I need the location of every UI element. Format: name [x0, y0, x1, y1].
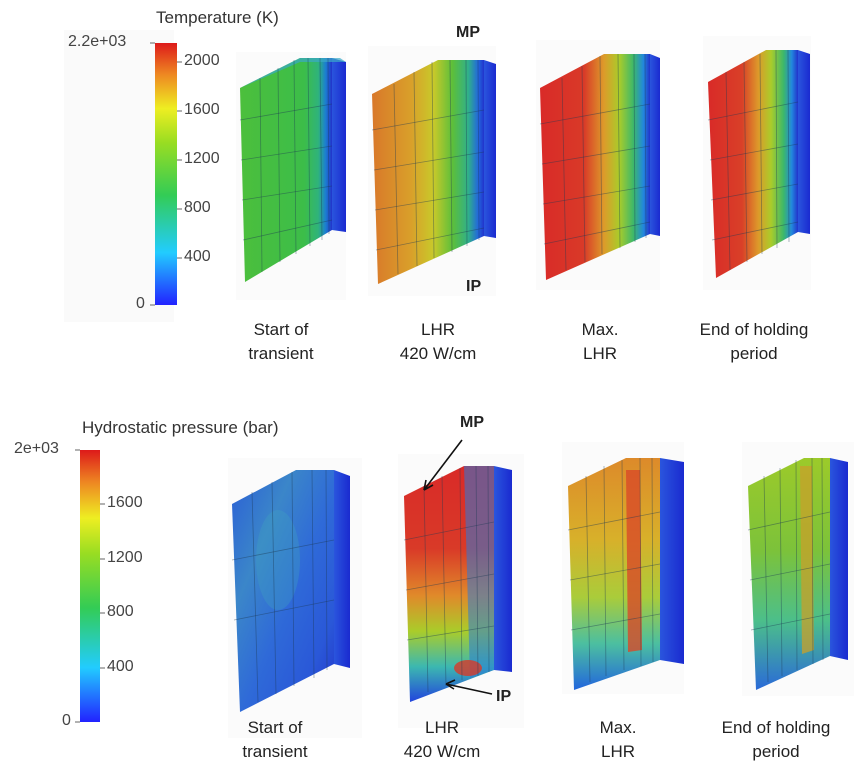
- ip-label-bottom: IP: [496, 688, 512, 705]
- caption-line: 420 W/cm: [403, 742, 481, 761]
- temperature-caption-start: Start of transient: [226, 318, 336, 366]
- caption-line: Start of: [247, 718, 303, 737]
- caption-line: 420 W/cm: [399, 344, 477, 363]
- temperature-pellet-max: [536, 40, 660, 290]
- caption-line: transient: [242, 742, 308, 761]
- temperature-caption-end: End of holding period: [684, 318, 824, 366]
- caption-line: LHR: [424, 718, 459, 737]
- caption-line: period: [752, 742, 800, 761]
- pressure-caption-end: End of holding period: [706, 716, 846, 764]
- pressure-caption-lhr: LHR 420 W/cm: [382, 716, 502, 764]
- caption-line: LHR: [420, 320, 455, 339]
- temperature-max-label: 2.2e+03: [68, 33, 127, 50]
- pressure-pellet-max: [562, 442, 684, 694]
- pressure-pellet-lhr: [398, 454, 524, 728]
- temperature-pellet-lhr: [368, 46, 496, 296]
- pressure-caption-start: Start of transient: [220, 716, 330, 764]
- pressure-zero-label: 0: [62, 712, 71, 729]
- temperature-tick: 1600: [184, 101, 220, 118]
- temperature-caption-max: Max. LHR: [550, 318, 650, 366]
- temperature-caption-lhr: LHR 420 W/cm: [378, 318, 498, 366]
- caption-line: Max.: [599, 718, 637, 737]
- caption-line: period: [730, 344, 778, 363]
- pressure-tick: 1600: [107, 494, 143, 511]
- pressure-pellet-end: [742, 442, 854, 696]
- pressure-tick: 800: [107, 603, 134, 620]
- temperature-zero-label: 0: [136, 295, 145, 312]
- temperature-colorbar: [155, 43, 177, 305]
- pressure-colorbar: [80, 450, 100, 722]
- pressure-pellet-start: [228, 458, 362, 738]
- temperature-mesh: [239, 49, 799, 275]
- temperature-colorbar-title: Temperature (K): [156, 8, 279, 27]
- annotation-arrows: [423, 439, 493, 695]
- caption-line: Start of: [253, 320, 309, 339]
- pressure-mesh: [231, 457, 831, 703]
- pressure-tick: 1200: [107, 549, 143, 566]
- pressure-colorbar-title: Hydrostatic pressure (bar): [82, 418, 279, 437]
- temperature-tick: 800: [184, 199, 211, 216]
- temperature-tick: 2000: [184, 52, 220, 69]
- caption-line: transient: [248, 344, 314, 363]
- caption-line: Max.: [581, 320, 619, 339]
- pressure-tick: 400: [107, 658, 134, 675]
- temperature-colorbar-ticks: [150, 42, 182, 306]
- caption-line: LHR: [600, 742, 635, 761]
- pressure-caption-max: Max. LHR: [568, 716, 668, 764]
- caption-line: End of holding: [721, 718, 831, 737]
- mp-label-top: MP: [456, 24, 480, 41]
- temperature-pellet-start: [236, 52, 346, 300]
- ip-label-top: IP: [466, 278, 482, 295]
- pressure-max-label: 2e+03: [14, 440, 59, 457]
- temperature-tick: 400: [184, 248, 211, 265]
- temperature-tick: 1200: [184, 150, 220, 167]
- temperature-pellet-end: [703, 36, 811, 290]
- caption-line: LHR: [582, 344, 617, 363]
- caption-line: End of holding: [699, 320, 809, 339]
- pressure-colorbar-ticks: [75, 449, 105, 723]
- mp-label-bottom: MP: [460, 414, 484, 431]
